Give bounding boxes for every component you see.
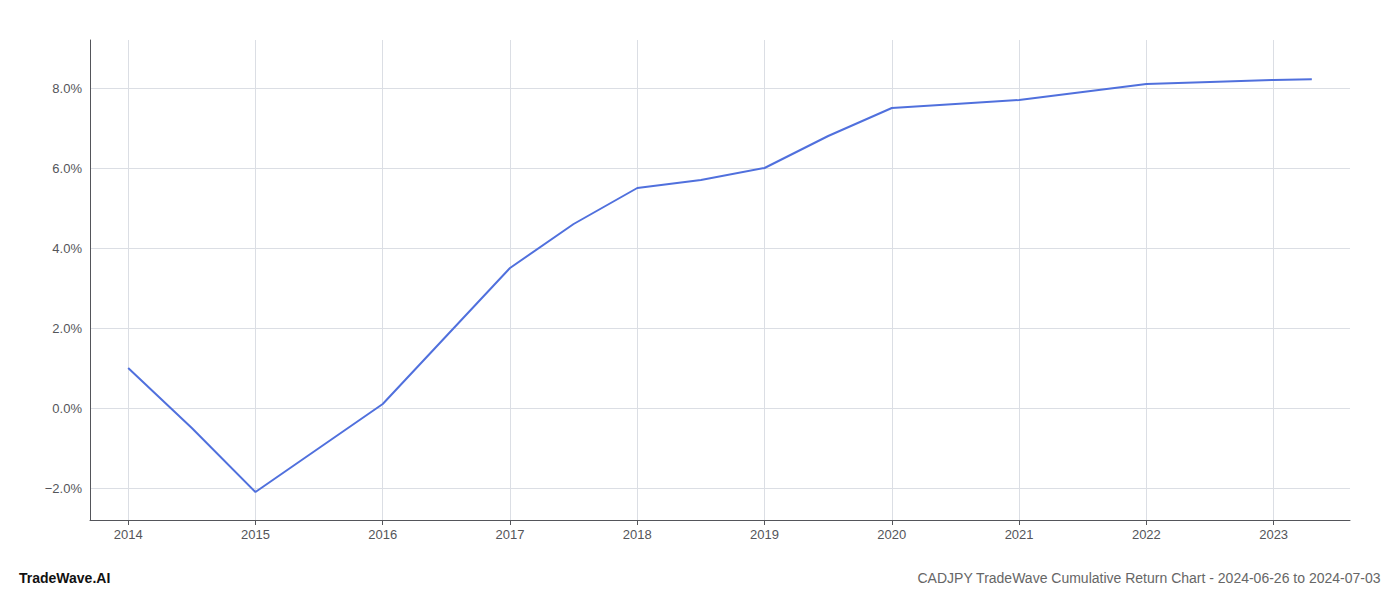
svg-text:6.0%: 6.0% bbox=[52, 161, 82, 176]
svg-text:8.0%: 8.0% bbox=[52, 81, 82, 96]
svg-text:−2.0%: −2.0% bbox=[45, 481, 83, 496]
svg-text:2018: 2018 bbox=[623, 527, 652, 542]
svg-text:2021: 2021 bbox=[1005, 527, 1034, 542]
svg-text:2015: 2015 bbox=[241, 527, 270, 542]
svg-text:2023: 2023 bbox=[1259, 527, 1288, 542]
svg-text:2022: 2022 bbox=[1132, 527, 1161, 542]
svg-text:2019: 2019 bbox=[750, 527, 779, 542]
svg-text:2020: 2020 bbox=[877, 527, 906, 542]
svg-text:2014: 2014 bbox=[114, 527, 143, 542]
svg-text:2016: 2016 bbox=[368, 527, 397, 542]
svg-text:2.0%: 2.0% bbox=[52, 321, 82, 336]
svg-text:2017: 2017 bbox=[496, 527, 525, 542]
svg-text:CADJPY TradeWave Cumulative Re: CADJPY TradeWave Cumulative Return Chart… bbox=[917, 570, 1380, 586]
svg-text:0.0%: 0.0% bbox=[52, 401, 82, 416]
svg-text:4.0%: 4.0% bbox=[52, 241, 82, 256]
svg-text:TradeWave.AI: TradeWave.AI bbox=[19, 570, 110, 586]
